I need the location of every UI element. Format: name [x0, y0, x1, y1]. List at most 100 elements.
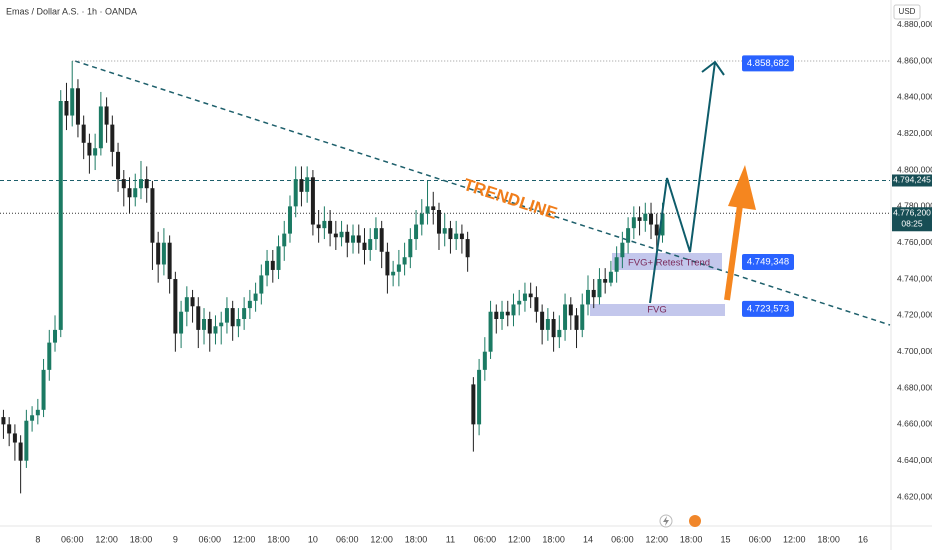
trendline-label: TRENDLINE [461, 175, 559, 223]
candle-body [597, 279, 602, 298]
candle-body [207, 318, 212, 334]
candle-body [471, 384, 476, 425]
candle-body [591, 289, 596, 298]
projection-arrowhead [701, 60, 725, 76]
candle-body [104, 106, 109, 125]
candle-body [93, 148, 98, 156]
drawings-over: TRENDLINE FVG+ Retest Trend FVG [461, 60, 756, 316]
candle-body [247, 300, 252, 309]
candle-body [156, 242, 161, 265]
candle-body [351, 235, 356, 243]
target-tag [742, 55, 794, 72]
fvg-label: FVG [647, 305, 667, 316]
candle-body [511, 304, 516, 316]
candle-body [528, 293, 533, 298]
candle-body [87, 142, 92, 156]
candle-body [30, 415, 35, 421]
candle-body [219, 322, 224, 327]
projection-path [649, 61, 716, 304]
y-tick-label: 4.660,000 [897, 419, 932, 429]
y-tick-label: 4.700,000 [897, 346, 932, 356]
x-tick-label: 18:00 [680, 534, 703, 544]
candle-body [133, 188, 138, 198]
candles [1, 61, 665, 494]
candle-body [98, 106, 103, 149]
candle-body [150, 188, 155, 243]
candle-body [213, 326, 218, 334]
candle-body [179, 311, 184, 334]
candle-body [643, 213, 648, 221]
y-tick-label: 4.820,000 [897, 128, 932, 138]
candle-body [488, 311, 493, 352]
price-tag-label: 4.776,200 [893, 208, 931, 218]
candle-body [35, 409, 40, 416]
candle-body [482, 351, 487, 370]
candle-body [1, 417, 6, 425]
candle-body [184, 297, 189, 312]
candle-body [110, 124, 115, 152]
candle-body [425, 206, 430, 214]
candle-body [75, 88, 80, 125]
target-tag-label: 4.749,348 [747, 257, 789, 268]
x-tick-label: 06:00 [474, 534, 497, 544]
price-tag-label: 4.794,245 [893, 175, 931, 185]
x-tick-label: 16 [858, 534, 868, 544]
orange-arrow-head [728, 165, 756, 210]
fvg-retest-label: FVG+ Retest Trend [628, 258, 710, 269]
candle-body [144, 179, 149, 189]
candle-body [431, 206, 436, 210]
candle-body [362, 242, 367, 250]
candle-body [545, 318, 550, 330]
x-tick-label: 11 [446, 534, 455, 544]
x-tick-label: 15 [721, 534, 731, 544]
candle-body [557, 329, 562, 338]
x-tick-label: 12:00 [783, 534, 806, 544]
candle-body [626, 228, 631, 243]
candle-body [608, 271, 613, 283]
candle-body [121, 179, 126, 189]
y-tick-label: 4.680,000 [897, 382, 932, 392]
x-tick-label: 18:00 [542, 534, 565, 544]
candle-body [580, 304, 585, 330]
candle-body [7, 424, 12, 434]
price-tag [892, 207, 932, 232]
fvg-retest-zone [612, 253, 722, 270]
price-tag [892, 174, 932, 187]
candle-body [236, 318, 241, 327]
candle-body [356, 235, 361, 243]
y-tick-label: 4.860,000 [897, 55, 932, 65]
candle-body [414, 224, 419, 240]
candle-body [373, 228, 378, 240]
candle-body [53, 329, 58, 343]
candle-body [465, 239, 470, 258]
candle-body [339, 231, 344, 238]
x-tick-label: 06:00 [611, 534, 634, 544]
target-tag-label: 4.858,682 [747, 58, 789, 69]
candle-body [551, 318, 556, 338]
candle-body [224, 308, 229, 323]
y-tick-label: 4.760,000 [897, 237, 932, 247]
candle-body [242, 308, 247, 319]
candle-body [368, 239, 373, 250]
candle-body [18, 442, 23, 461]
candle-body [494, 311, 499, 319]
event-icon[interactable] [689, 515, 701, 527]
y-tick-label: 4.800,000 [897, 164, 932, 174]
candle-body [173, 279, 178, 334]
candle-body [391, 271, 396, 276]
candle-body [138, 179, 143, 189]
x-tick-label: 06:00 [336, 534, 359, 544]
candle-body [299, 179, 304, 192]
candle-body [24, 420, 29, 461]
candle-body [454, 233, 459, 240]
candle-body [522, 293, 527, 301]
candle-body [477, 369, 482, 425]
candle-body [196, 306, 201, 330]
x-tick-label: 12:00 [233, 534, 256, 544]
candle-body [64, 101, 69, 116]
countdown: 08:25 [901, 219, 923, 229]
lightning-icon [663, 516, 669, 526]
x-tick-label: 14 [583, 534, 593, 544]
currency-box [893, 4, 921, 20]
